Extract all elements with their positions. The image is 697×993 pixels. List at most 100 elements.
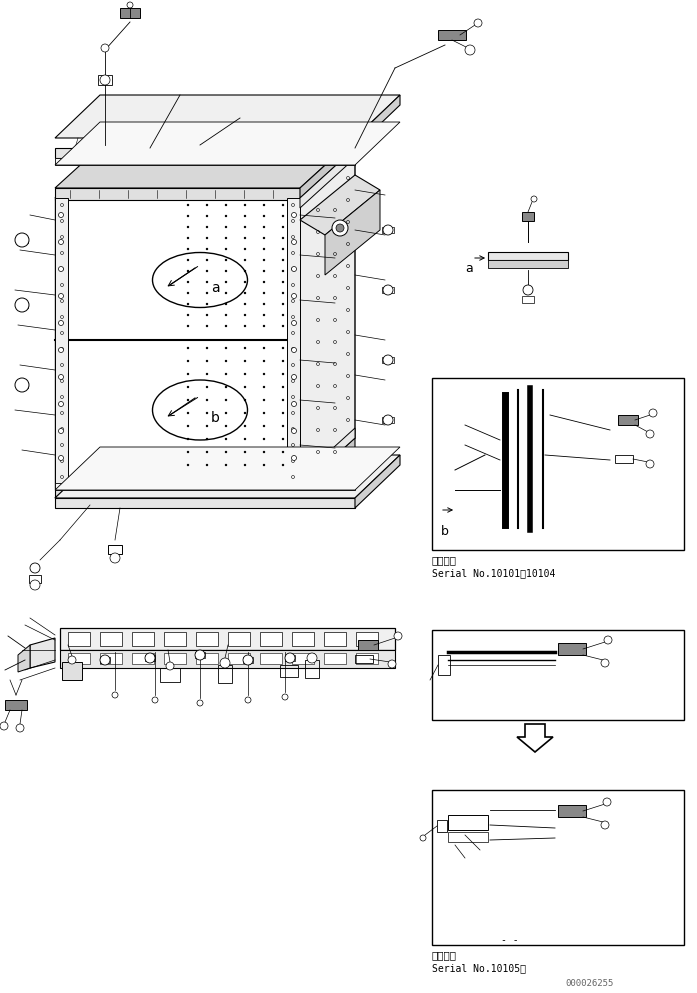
Circle shape (101, 44, 109, 52)
Circle shape (59, 348, 63, 353)
Bar (355, 655, 373, 663)
Circle shape (225, 372, 227, 375)
Circle shape (206, 225, 208, 228)
Circle shape (465, 45, 475, 55)
Bar (60, 650, 395, 668)
Circle shape (187, 270, 189, 272)
Circle shape (282, 386, 284, 388)
Circle shape (100, 75, 110, 85)
Bar (448, 832, 488, 842)
Circle shape (187, 204, 189, 207)
Bar (120, 8, 140, 18)
Circle shape (263, 225, 265, 228)
Circle shape (59, 239, 63, 244)
Circle shape (206, 248, 208, 250)
Polygon shape (55, 447, 400, 490)
Bar (285, 655, 295, 661)
Circle shape (531, 196, 537, 202)
Bar (292, 632, 314, 646)
Circle shape (244, 347, 246, 350)
Circle shape (243, 655, 253, 665)
Bar (100, 632, 122, 646)
Text: a: a (465, 262, 473, 275)
Circle shape (244, 386, 246, 388)
Circle shape (225, 425, 227, 427)
Circle shape (263, 425, 265, 427)
Bar (260, 653, 282, 664)
Circle shape (206, 236, 208, 239)
Bar (196, 653, 218, 664)
Circle shape (282, 259, 284, 261)
Bar (356, 653, 378, 664)
Circle shape (152, 697, 158, 703)
Bar (196, 632, 218, 646)
Polygon shape (55, 148, 355, 158)
Circle shape (225, 259, 227, 261)
Bar (448, 815, 488, 830)
Bar (292, 653, 314, 664)
Circle shape (263, 399, 265, 401)
Circle shape (282, 372, 284, 375)
Circle shape (282, 325, 284, 328)
Circle shape (263, 451, 265, 453)
Circle shape (263, 464, 265, 466)
Bar (164, 653, 186, 664)
Text: b: b (210, 411, 220, 425)
Circle shape (244, 236, 246, 239)
Polygon shape (55, 198, 300, 488)
Circle shape (291, 401, 296, 406)
Circle shape (59, 456, 63, 461)
Circle shape (420, 835, 426, 841)
Circle shape (282, 303, 284, 305)
Circle shape (225, 303, 227, 305)
Circle shape (187, 225, 189, 228)
Circle shape (225, 314, 227, 316)
Circle shape (166, 662, 174, 670)
Circle shape (206, 204, 208, 207)
Circle shape (15, 233, 29, 247)
Bar (558, 805, 586, 817)
Polygon shape (30, 638, 55, 668)
Circle shape (244, 451, 246, 453)
Polygon shape (55, 122, 400, 165)
Polygon shape (287, 198, 300, 488)
Bar (29, 575, 41, 583)
Polygon shape (355, 95, 400, 148)
Circle shape (225, 412, 227, 414)
Circle shape (187, 399, 189, 401)
Circle shape (263, 281, 265, 283)
Circle shape (225, 225, 227, 228)
Polygon shape (55, 138, 355, 188)
Circle shape (225, 325, 227, 328)
Circle shape (263, 314, 265, 316)
Circle shape (282, 694, 288, 700)
Circle shape (206, 325, 208, 328)
Circle shape (244, 425, 246, 427)
Bar (432, 630, 684, 720)
Circle shape (100, 655, 110, 665)
Circle shape (220, 658, 230, 668)
Polygon shape (55, 188, 300, 200)
Circle shape (187, 359, 189, 362)
Polygon shape (55, 198, 68, 488)
Circle shape (187, 412, 189, 414)
Circle shape (601, 821, 609, 829)
Circle shape (30, 580, 40, 590)
Circle shape (206, 464, 208, 466)
Circle shape (245, 697, 251, 703)
Bar (438, 30, 466, 40)
Bar (432, 378, 684, 550)
Circle shape (59, 266, 63, 271)
Circle shape (291, 213, 296, 217)
Circle shape (206, 259, 208, 261)
Bar (260, 632, 282, 646)
Circle shape (206, 292, 208, 294)
Circle shape (336, 224, 344, 232)
Circle shape (206, 425, 208, 427)
Circle shape (394, 632, 402, 640)
Text: 適用号機: 適用号機 (432, 555, 457, 565)
Circle shape (282, 438, 284, 440)
Circle shape (244, 204, 246, 207)
Circle shape (282, 347, 284, 350)
Circle shape (263, 204, 265, 207)
